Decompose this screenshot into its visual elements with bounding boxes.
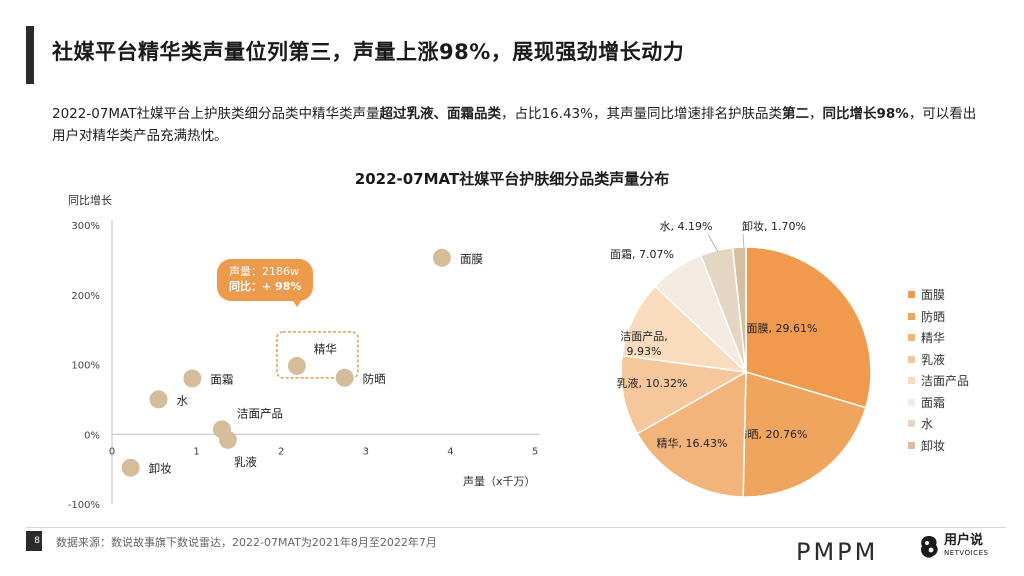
scatter-point-面膜	[432, 248, 451, 267]
scatter-point-防晒	[335, 368, 354, 387]
legend-item-精华: 精华	[908, 327, 969, 349]
pie-slice-label: 精华, 16.43%	[657, 436, 728, 450]
y-tick-label: -100%	[68, 500, 100, 511]
callout-tail	[291, 298, 303, 307]
scatter-point-label: 精华	[314, 342, 337, 356]
legend-label: 面膜	[921, 288, 946, 303]
chart-title: 2022-07MAT社媒平台护肤细分品类声量分布	[354, 170, 670, 188]
pie-leader-line	[707, 233, 719, 253]
x-tick-label: 4	[447, 446, 453, 457]
desc-text-2: ，占比16.43%，其声量同比增速排名护肤品类	[501, 106, 782, 122]
pie-slice-面膜	[745, 246, 872, 409]
pie-chart: 面膜, 29.61% 防晒, 20.76% 精华, 16.43% 乳液, 10.32%…	[610, 219, 872, 498]
data-source: 数据来源：数说故事旗下数说雷达，2022-07MAT为2021年8月至2022年…	[56, 536, 437, 549]
x-tick-label: 2	[278, 446, 284, 457]
y-tick-label: 300%	[71, 221, 100, 232]
pie-slice-label: 面膜, 29.61%	[747, 322, 818, 335]
pie-leader-line	[742, 233, 745, 249]
legend-label: 防晒	[921, 309, 946, 324]
y-tick-label: 0%	[84, 430, 100, 441]
desc-text-4: ，可以看出用户对精华类产品充满热忱。	[52, 106, 977, 144]
pie-slice-乳液	[620, 354, 749, 435]
legend-item-卸妆: 卸妆	[908, 435, 969, 457]
pie-legend: 面膜防晒精华乳液洁面产品面霜水卸妆	[908, 284, 969, 456]
scatter-point-label: 乳液	[234, 455, 257, 469]
title-accent-bar	[26, 26, 34, 84]
legend-swatch	[908, 377, 915, 385]
legend-swatch	[908, 355, 915, 363]
desc-text-3: ，	[808, 106, 823, 122]
scatter-point-label: 卸妆	[149, 462, 172, 476]
pie-slice-label: 洁面产品, 9.93%	[620, 329, 668, 358]
netvoices-logo-mark	[921, 536, 938, 558]
scatter-point-label: 洁面产品	[237, 406, 283, 420]
legend-swatch	[908, 441, 915, 449]
scatter-point-精华	[287, 356, 306, 375]
netvoices-logo-cn: 用户说	[944, 533, 984, 548]
scatter-point-水	[149, 390, 168, 409]
callout-box: 声量：2186w 同比：+ 98%	[217, 259, 313, 301]
legend-swatch	[908, 398, 915, 406]
legend-item-水: 水	[908, 413, 969, 435]
legend-label: 面霜	[921, 395, 946, 410]
desc-bold-1: 超过乳液、面霜品类	[379, 106, 502, 122]
y-tick-label: 200%	[71, 291, 100, 302]
desc-bold-3: 同比增长98%	[822, 106, 909, 122]
scatter-point-label: 水	[177, 393, 189, 407]
x-tick-label: 1	[193, 446, 199, 457]
legend-item-面霜: 面霜	[908, 392, 969, 414]
pie-slice-label: 防晒, 20.76%	[737, 427, 808, 441]
pie-slice-label: 乳液, 10.32%	[617, 376, 688, 390]
page-number: 8	[26, 531, 42, 551]
scatter-point-乳液	[218, 430, 237, 449]
highlight-box	[276, 331, 359, 379]
legend-swatch	[908, 291, 915, 299]
legend-label: 卸妆	[921, 438, 946, 453]
legend-swatch	[908, 312, 915, 320]
callout-line-growth: 同比：+ 98%	[229, 280, 302, 293]
scatter-point-卸妆	[121, 458, 140, 477]
x-tick-label: 5	[532, 446, 538, 457]
legend-item-防晒: 防晒	[908, 306, 969, 328]
footer-divider	[26, 527, 1006, 528]
legend-swatch	[908, 334, 915, 342]
legend-item-乳液: 乳液	[908, 349, 969, 371]
x-tick-label: 3	[363, 446, 369, 457]
page-title: 社媒平台精华类声量位列第三，声量上涨98%，展现强劲增长动力	[52, 40, 685, 64]
x-tick-label: 0	[109, 446, 115, 457]
y-tick-label: 100%	[71, 361, 100, 372]
pie-slice-洁面产品	[621, 285, 749, 374]
description-paragraph: 2022-07MAT社媒平台上护肤类细分品类中精华类声量超过乳液、面霜品类，占比…	[52, 103, 982, 147]
legend-swatch	[908, 420, 915, 428]
scatter-point-label: 面膜	[460, 252, 483, 266]
scatter-point-面霜	[183, 369, 202, 388]
x-axis-label: 声量（x千万）	[463, 474, 536, 488]
scatter-point-label: 面霜	[210, 372, 233, 386]
legend-label: 乳液	[921, 352, 946, 367]
netvoices-logo-en: NETVOICES	[944, 549, 989, 557]
legend-label: 洁面产品	[921, 374, 970, 389]
scatter-point-label: 防晒	[363, 372, 386, 386]
legend-item-面膜: 面膜	[908, 284, 969, 306]
pie-slice-卸妆	[731, 246, 747, 373]
pie-slice-精华	[636, 370, 747, 498]
pie-slice-label: 面霜, 7.07%	[610, 248, 674, 261]
desc-bold-2: 第二	[781, 106, 809, 122]
callout-line-volume: 声量：2186w	[229, 265, 299, 278]
y-axis-label: 同比增长	[68, 193, 112, 207]
legend-label: 精华	[921, 331, 946, 346]
desc-text-1: 2022-07MAT社媒平台上护肤类细分品类中精华类声量	[52, 106, 380, 122]
pmpm-logo: PMPM	[796, 538, 879, 566]
legend-label: 水	[921, 417, 934, 432]
pie-slice-label: 卸妆, 1.70%	[742, 219, 806, 233]
pie-slice-label: 水, 4.19%	[660, 220, 713, 233]
pie-slice-防晒	[742, 371, 867, 498]
legend-item-洁面产品: 洁面产品	[908, 370, 969, 392]
netvoices-logo: 用户说 NETVOICES	[918, 534, 988, 560]
